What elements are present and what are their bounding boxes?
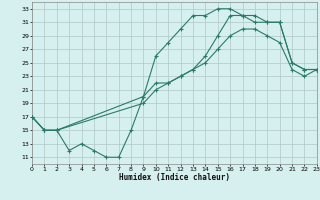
- X-axis label: Humidex (Indice chaleur): Humidex (Indice chaleur): [119, 173, 230, 182]
